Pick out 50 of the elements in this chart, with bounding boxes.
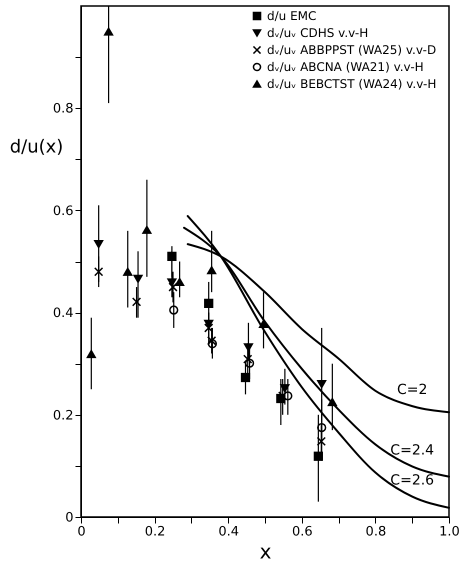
y-tick-label: 0 <box>65 510 74 526</box>
point <box>167 252 177 262</box>
point <box>104 27 114 36</box>
point <box>132 297 142 306</box>
y-tick-label: 0.6 <box>52 204 74 219</box>
x-tick-label: 0 <box>77 524 86 540</box>
point <box>94 267 104 276</box>
point <box>123 268 132 276</box>
point <box>328 398 337 406</box>
point <box>244 343 254 352</box>
point <box>314 452 323 461</box>
point <box>169 305 178 315</box>
point <box>167 278 177 287</box>
point <box>280 384 290 392</box>
legend-label: d/u EMC <box>267 9 316 23</box>
point <box>94 240 104 248</box>
x-tick-label: 0.6 <box>292 524 313 540</box>
x-tick-label: 0.2 <box>144 524 166 540</box>
x-axis-title: x <box>260 540 272 564</box>
point <box>86 350 96 358</box>
point <box>133 274 143 283</box>
point <box>208 339 217 348</box>
point <box>316 436 326 446</box>
point <box>175 278 184 286</box>
x-tick-label: 0.4 <box>218 524 240 540</box>
point <box>317 380 326 388</box>
legend-label: dᵥ/uᵥ CDHS v.v-H <box>267 26 368 40</box>
point <box>207 266 216 274</box>
series-label: C=2.6 <box>390 472 434 489</box>
point <box>258 320 268 328</box>
point <box>204 323 214 333</box>
y-tick-label: 0.2 <box>52 408 74 424</box>
point <box>204 298 214 308</box>
point <box>142 226 152 234</box>
legend-label: dᵥ/uᵥ ABBPPST (WA25) v.v-D <box>267 43 436 57</box>
y-tick-label: 0.4 <box>52 306 74 322</box>
point <box>283 391 292 401</box>
series-label: C=2.4 <box>390 442 434 458</box>
point <box>317 422 326 432</box>
x-tick-label: 1.0 <box>439 524 460 540</box>
point <box>244 358 254 368</box>
series-label: C=2 <box>396 382 428 398</box>
x-tick-label: 0.8 <box>366 524 386 540</box>
legend-label: dᵥ/uᵥ ABCNA (WA21) v.v-H <box>267 60 424 74</box>
y-tick-label: 0.8 <box>52 102 74 117</box>
legend-label: dᵥ/uᵥ BEBCTST (WA24) v.v-H <box>267 77 436 91</box>
y-axis-title: d/u(x) <box>10 136 64 158</box>
point <box>168 282 178 292</box>
point <box>240 372 250 382</box>
point <box>278 391 288 401</box>
